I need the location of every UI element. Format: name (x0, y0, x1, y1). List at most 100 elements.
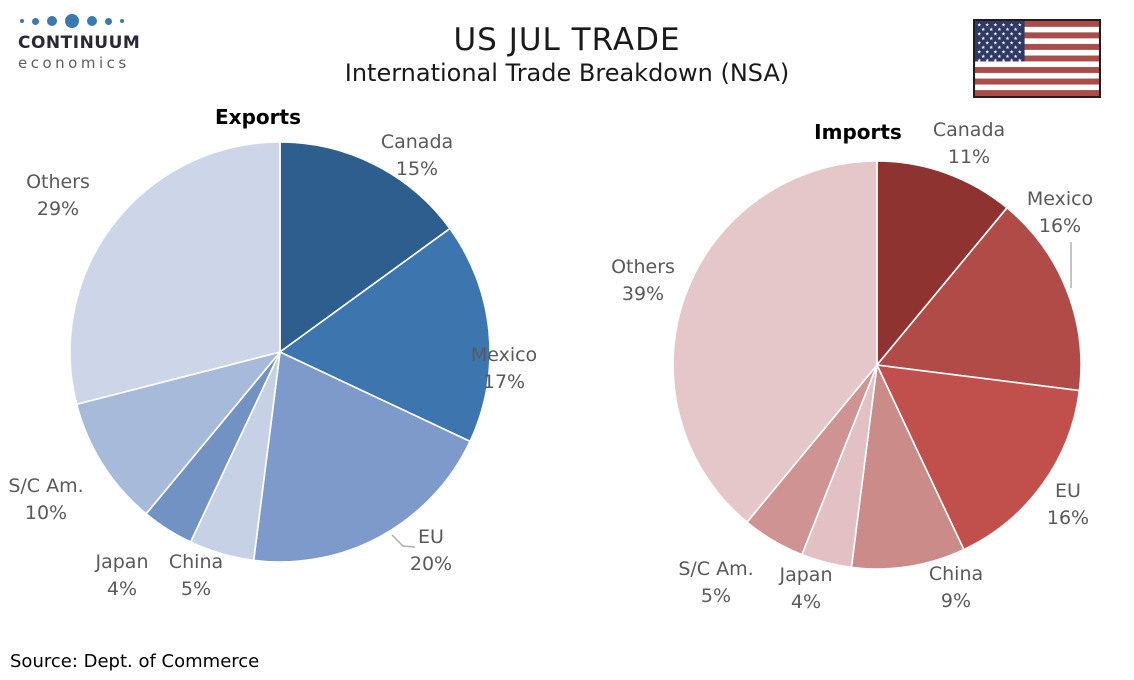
flag-star: ★ (985, 40, 990, 46)
flag-star: ★ (1001, 49, 1006, 55)
slice-label-name: S/C Am. (8, 475, 84, 497)
flag-star: ★ (989, 36, 994, 42)
slice-label-name: China (928, 563, 984, 585)
slice-label-name: Canada (932, 119, 1006, 141)
imports-label-mexico: Mexico 16% (1027, 186, 1093, 240)
exports-label-china: China 5% (169, 549, 223, 603)
logo-dots-icon (20, 13, 178, 29)
slice-label-value: 9% (940, 590, 972, 612)
slice-label-name: S/C Am. (678, 558, 754, 580)
slice-label-name: Japan (779, 564, 833, 586)
flag-star: ★ (989, 45, 994, 51)
page-title: US JUL TRADE (453, 22, 681, 58)
flag-star: ★ (1001, 40, 1006, 46)
imports-slice-canada (876, 160, 1008, 366)
flag-star: ★ (985, 58, 990, 64)
flag-star: ★ (1013, 54, 1018, 60)
flag-star: ★ (993, 58, 998, 64)
flag-star: ★ (985, 23, 990, 29)
imports-label-s-c-am: S/C Am. 5% (678, 556, 753, 610)
header-titles: US JUL TRADE International Trade Breakdo… (297, 22, 837, 88)
flag-star: ★ (977, 32, 982, 38)
logo-dot (65, 14, 79, 28)
logo-dot (47, 16, 57, 26)
flag-star: ★ (989, 54, 994, 60)
imports-slice-china (850, 364, 965, 570)
exports-label-others: Others 29% (26, 169, 90, 223)
flag-star: ★ (1009, 32, 1014, 38)
flag-star: ★ (1005, 36, 1010, 42)
slice-label-value: 17% (482, 371, 526, 393)
slice-label-value: 16% (1038, 215, 1082, 237)
exports-slice-s-c-am (75, 351, 281, 515)
exports-slice-canada (279, 141, 451, 353)
logo-dot (87, 16, 97, 26)
flag-star: ★ (1017, 58, 1022, 64)
flag-star: ★ (981, 45, 986, 51)
flag-star: ★ (985, 49, 990, 55)
flag-star: ★ (1009, 40, 1014, 46)
logo-dot (32, 17, 39, 25)
exports-label-japan: Japan 4% (96, 549, 149, 603)
flag-star: ★ (981, 36, 986, 42)
slice-label-value: 5% (180, 578, 212, 600)
exports-chart-title: Exports (215, 105, 301, 129)
slice-label-value: 10% (24, 502, 68, 524)
slice-label-name: Canada (380, 131, 454, 153)
flag-star: ★ (1017, 49, 1022, 55)
imports-slice-mexico (876, 207, 1082, 392)
exports-slice-mexico (279, 227, 491, 443)
slice-label-name: EU (1055, 480, 1081, 502)
flag-star: ★ (997, 27, 1002, 33)
slice-label-name: China (168, 551, 224, 573)
flag-star: ★ (1001, 32, 1006, 38)
logo-name: CONTINUUM (18, 33, 141, 53)
imports-label-eu: EU 16% (1047, 478, 1089, 532)
flag-star: ★ (981, 27, 986, 33)
flag-star: ★ (1009, 23, 1014, 29)
imports-chart-title: Imports (814, 120, 902, 144)
flag-star: ★ (1009, 49, 1014, 55)
logo-dot (120, 19, 124, 23)
us-flag-icon: ★ ★ ★ ★ ★ ★★ ★ ★ ★ ★★ ★ ★ ★ ★ ★★ ★ ★ ★ ★★ ★ ★ ★ ★ ★★ ★ ★ ★ ★★ ★ ★ ★ ★ ★★… (973, 19, 1101, 98)
continuum-logo: CONTINUUM economics (18, 13, 178, 72)
imports-label-others: Others 39% (611, 254, 675, 308)
exports-label-eu: EU 20% (410, 524, 452, 578)
flag-star: ★ (1017, 32, 1022, 38)
flag-star: ★ (1017, 40, 1022, 46)
flag-star: ★ (1005, 27, 1010, 33)
exports-label-mexico: Mexico 17% (471, 342, 537, 396)
imports-label-canada: Canada 11% (933, 117, 1005, 171)
flag-star: ★ (993, 49, 998, 55)
slice-label-value: 5% (700, 585, 732, 607)
flag-canton (975, 21, 1025, 62)
slice-label-name: Mexico (1026, 188, 1094, 210)
flag-star: ★ (993, 23, 998, 29)
flag-star: ★ (989, 27, 994, 33)
flag-star: ★ (1001, 23, 1006, 29)
slice-label-value: 39% (621, 283, 665, 305)
imports-label-china: China 9% (929, 561, 983, 615)
slice-label-value: 20% (409, 553, 453, 575)
flag-star: ★ (1005, 45, 1010, 51)
slice-label-value: 11% (947, 146, 991, 168)
flag-star: ★ (981, 54, 986, 60)
logo-dot (105, 17, 112, 25)
logo-tagline: economics (18, 54, 130, 72)
slice-label-value: 4% (106, 578, 138, 600)
slice-label-name: Others (26, 171, 90, 193)
leader-line (391, 534, 416, 548)
imports-slice-others (672, 160, 878, 523)
slice-label-value: 16% (1046, 507, 1090, 529)
flag-star: ★ (997, 45, 1002, 51)
flag-star: ★ (1013, 36, 1018, 42)
source-note: Source: Dept. of Commerce (10, 651, 260, 672)
exports-slice-others (69, 141, 281, 406)
flag-star: ★ (977, 40, 982, 46)
flag-star: ★ (993, 40, 998, 46)
flag-star: ★ (1009, 58, 1014, 64)
exports-label-s-c-am: S/C Am. 10% (8, 473, 83, 527)
flag-star: ★ (985, 32, 990, 38)
